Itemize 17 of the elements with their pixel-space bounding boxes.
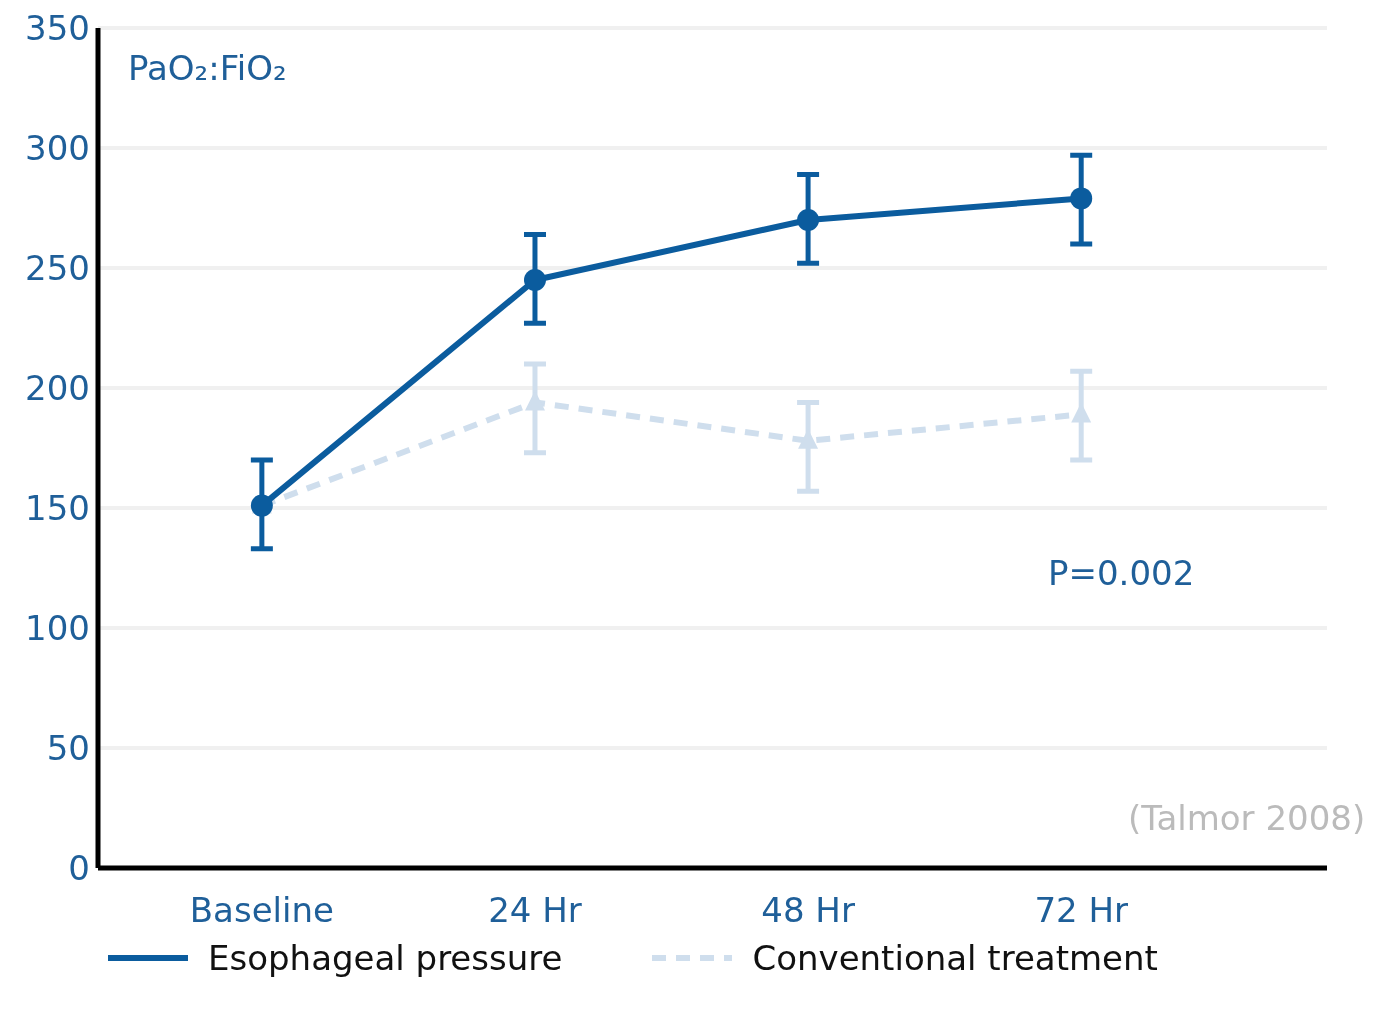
x-tick-label: 48 Hr: [761, 890, 855, 931]
y-tick-label: 150: [25, 488, 90, 529]
y-tick-label: 200: [25, 368, 90, 409]
y-axis-title: PaO₂:FiO₂: [128, 48, 287, 88]
legend-label: Conventional treatment: [752, 938, 1158, 978]
x-tick-label: 72 Hr: [1034, 890, 1129, 931]
y-tick-label: 100: [25, 608, 90, 649]
y-tick-label: 300: [25, 128, 90, 169]
y-tick-label: 350: [25, 8, 90, 49]
legend-label: Esophageal pressure: [208, 938, 563, 978]
annotation: (Talmor 2008): [1128, 798, 1366, 838]
y-tick-label: 250: [25, 248, 90, 289]
x-tick-label: Baseline: [189, 890, 334, 931]
annotation: P=0.002: [1048, 553, 1195, 593]
y-tick-label: 0: [68, 848, 90, 889]
y-tick-label: 50: [46, 728, 90, 769]
x-tick-label: 24 Hr: [488, 890, 582, 931]
